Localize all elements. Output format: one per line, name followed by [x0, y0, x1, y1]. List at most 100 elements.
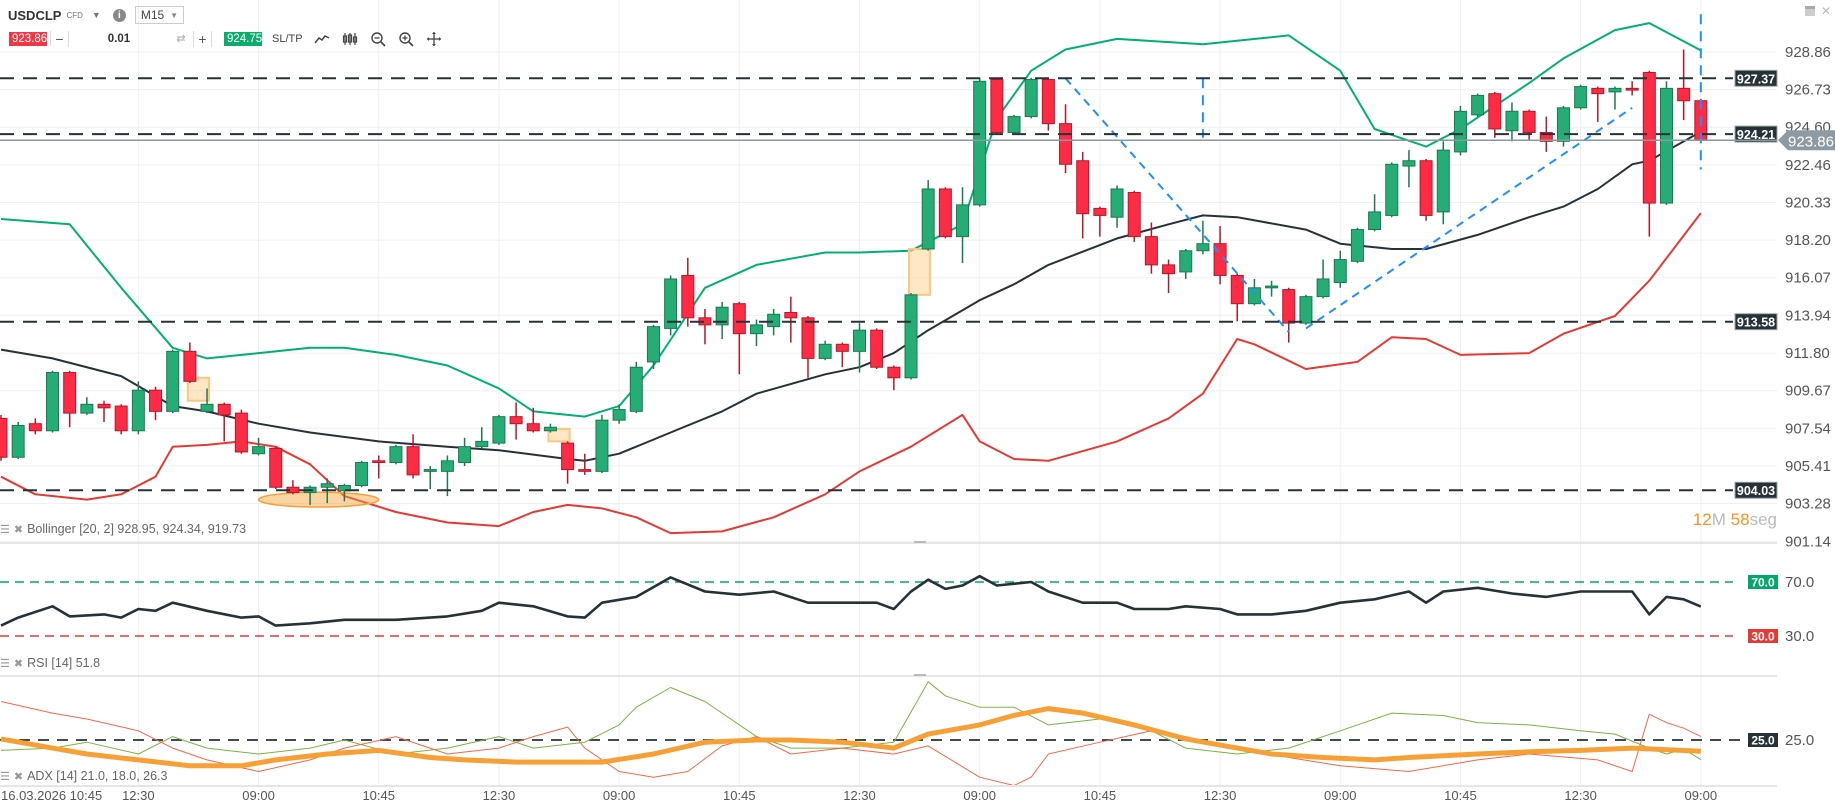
adx-legend-text: ADX [14] 21.0, 18.0, 26.3 [27, 769, 168, 783]
candle [1608, 86, 1622, 110]
candle-body [612, 409, 626, 421]
candle-body [543, 426, 557, 432]
rsi-legend: ☰ ✖ RSI [14] 51.8 [0, 656, 100, 670]
candle-body [1488, 93, 1502, 130]
rsi-legend-text: RSI [14] 51.8 [27, 656, 101, 670]
candle-body [921, 188, 935, 250]
candle-body [561, 442, 575, 471]
price-axis-label: 918.20 [1785, 232, 1831, 249]
menu-icon[interactable]: ☰ [0, 657, 10, 670]
candle [114, 404, 128, 435]
candle [131, 381, 145, 435]
candle-body [1436, 149, 1450, 213]
candle-body [1127, 191, 1141, 238]
rsi-level-tag-label: 30.0 [1751, 630, 1775, 644]
remove-indicator-icon[interactable]: ✖ [13, 523, 24, 536]
candle-body [475, 440, 489, 448]
candle-body [1179, 250, 1193, 273]
candle [646, 324, 660, 369]
candle [234, 409, 248, 454]
symbol-dropdown-caret-icon[interactable]: ▼ [91, 10, 101, 20]
candlestick-icon[interactable] [341, 31, 359, 46]
candle-body [337, 484, 351, 492]
current-price-tag [1778, 130, 1835, 151]
candle-body [732, 303, 746, 335]
close-icon[interactable]: ✕ [1820, 4, 1831, 18]
candle [543, 423, 557, 433]
menu-icon[interactable]: ☰ [0, 523, 10, 536]
candle-body [440, 460, 454, 472]
countdown-seconds: 58 [1730, 510, 1750, 529]
candle-body [1230, 274, 1244, 305]
candle-body [956, 204, 970, 238]
candle-body [80, 403, 94, 414]
candle-body [870, 329, 884, 368]
candle [1419, 158, 1433, 221]
candle [973, 77, 987, 207]
decrease-quantity-button[interactable]: − [51, 30, 69, 47]
price-axis-label: 913.94 [1785, 307, 1831, 324]
candle-body [320, 483, 334, 488]
candle-body [234, 412, 248, 453]
rsi-line [0, 574, 1702, 627]
candle [1659, 81, 1673, 205]
swap-icon[interactable]: ⇄ [176, 33, 186, 45]
quantity-stepper[interactable]: − 0.01 ⇄ + [50, 30, 212, 47]
symbol-bar: USDCLP CFD ▼ i M15 ▼ [8, 6, 185, 24]
crosshair-icon[interactable] [425, 31, 443, 46]
candle [1591, 86, 1605, 122]
minimize-icon[interactable] [1804, 6, 1815, 16]
price-axis-label: 926.73 [1785, 82, 1831, 99]
sltp-button[interactable]: SL/TP [272, 32, 303, 45]
candle [1333, 250, 1347, 288]
candle [1350, 227, 1364, 264]
increase-quantity-button[interactable]: + [193, 30, 212, 47]
candle [990, 77, 1004, 135]
zoom-in-icon[interactable] [397, 31, 415, 47]
info-icon[interactable]: i [112, 8, 126, 22]
highlight-box [908, 247, 932, 296]
buy-button[interactable]: 924.75 [224, 31, 262, 46]
candle-body [1677, 87, 1691, 102]
timeframe-dropdown[interactable]: M15 ▼ [134, 6, 185, 24]
candle-body [1007, 116, 1021, 133]
candle [561, 441, 575, 484]
line-chart-icon[interactable] [313, 31, 331, 46]
candle-body [1625, 87, 1639, 91]
candle-body [1368, 211, 1382, 231]
bollinger-legend: ☰ ✖ Bollinger [20, 2] 928.95, 924.34, 919… [0, 522, 246, 536]
candle [612, 404, 626, 424]
candle [149, 386, 163, 421]
candle-body [1522, 110, 1536, 133]
candle [1093, 206, 1107, 237]
candle [80, 397, 94, 415]
symbol-name[interactable]: USDCLP [8, 7, 62, 23]
candle-body [46, 372, 60, 432]
menu-icon[interactable]: ☰ [0, 770, 10, 783]
candle-body [372, 460, 386, 464]
candle-body [458, 446, 472, 464]
zoom-out-icon[interactable] [369, 31, 387, 47]
adx-line [0, 706, 1701, 769]
remove-indicator-icon[interactable]: ✖ [13, 770, 24, 783]
candle [183, 342, 197, 384]
candle-body [1350, 229, 1364, 262]
candle-body [1265, 285, 1279, 289]
time-axis-label: 09:00 [963, 788, 996, 803]
time-axis-start-label: 16.03.2026 10:45 [1, 788, 102, 803]
candle [835, 342, 849, 368]
candle-body [1608, 87, 1622, 93]
bollinger-upper-line [0, 22, 1702, 418]
candle-body [1316, 278, 1330, 298]
level-price-tag [1734, 313, 1778, 331]
sell-button[interactable]: 923.86 [9, 31, 47, 46]
candle-body [1419, 160, 1433, 216]
candle [286, 480, 300, 495]
time-axis-label: 12:30 [1204, 788, 1237, 803]
adx-level-tag-label: 25.0 [1751, 734, 1775, 748]
candle [492, 414, 506, 445]
remove-indicator-icon[interactable]: ✖ [13, 657, 24, 670]
candle-body [217, 403, 231, 416]
quantity-input[interactable]: 0.01 [107, 32, 131, 45]
